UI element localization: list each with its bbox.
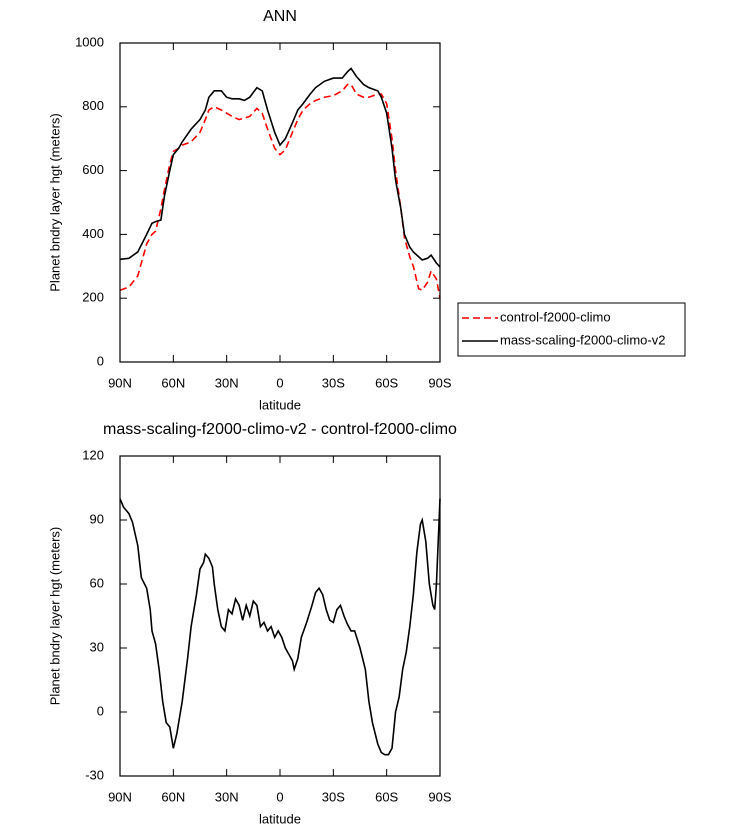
x-tick-label: 90S xyxy=(428,789,451,804)
y-tick-label: 0 xyxy=(97,353,104,368)
y-tick-label: 200 xyxy=(82,290,104,305)
data-line xyxy=(119,83,441,299)
y-tick-label: 0 xyxy=(97,703,104,718)
x-tick-label: 60N xyxy=(161,789,185,804)
plot-frame xyxy=(119,455,441,777)
x-tick-label: 90S xyxy=(428,375,451,390)
y-axis-title: Planet bndry layer hgt (meters) xyxy=(47,527,62,705)
y-tick-label: 1000 xyxy=(75,34,104,49)
x-tick-label: 90N xyxy=(108,375,132,390)
y-tick-label: 400 xyxy=(82,226,104,241)
plot-frame xyxy=(119,42,441,363)
y-tick-label: 800 xyxy=(82,98,104,113)
x-tick-label: 30N xyxy=(215,789,239,804)
y-tick-label: 120 xyxy=(82,447,104,462)
chart-title: ANN xyxy=(263,8,297,25)
y-tick-label: 90 xyxy=(90,511,104,526)
x-tick-label: 30S xyxy=(322,375,345,390)
x-tick-label: 90N xyxy=(108,789,132,804)
legend-box xyxy=(457,302,686,357)
y-tick-label: 30 xyxy=(90,639,104,654)
y-tick-label: -30 xyxy=(85,767,104,782)
y-tick-label: 60 xyxy=(90,575,104,590)
legend-label: control-f2000-climo xyxy=(500,309,611,324)
data-line xyxy=(119,67,441,268)
x-tick-label: 60S xyxy=(375,789,398,804)
x-axis-title: latitude xyxy=(259,397,301,412)
y-tick-label: 600 xyxy=(82,162,104,177)
x-tick-label: 0 xyxy=(276,375,283,390)
x-tick-label: 60N xyxy=(161,375,185,390)
data-line xyxy=(119,498,441,756)
y-axis-title: Planet bndry layer hgt (meters) xyxy=(47,113,62,291)
legend-label: mass-scaling-f2000-climo-v2 xyxy=(500,332,665,347)
x-tick-label: 0 xyxy=(276,789,283,804)
chart-title: mass-scaling-f2000-climo-v2 - control-f2… xyxy=(103,421,457,438)
x-tick-label: 30S xyxy=(322,789,345,804)
x-tick-label: 30N xyxy=(215,375,239,390)
x-axis-title: latitude xyxy=(259,811,301,826)
x-tick-label: 60S xyxy=(375,375,398,390)
